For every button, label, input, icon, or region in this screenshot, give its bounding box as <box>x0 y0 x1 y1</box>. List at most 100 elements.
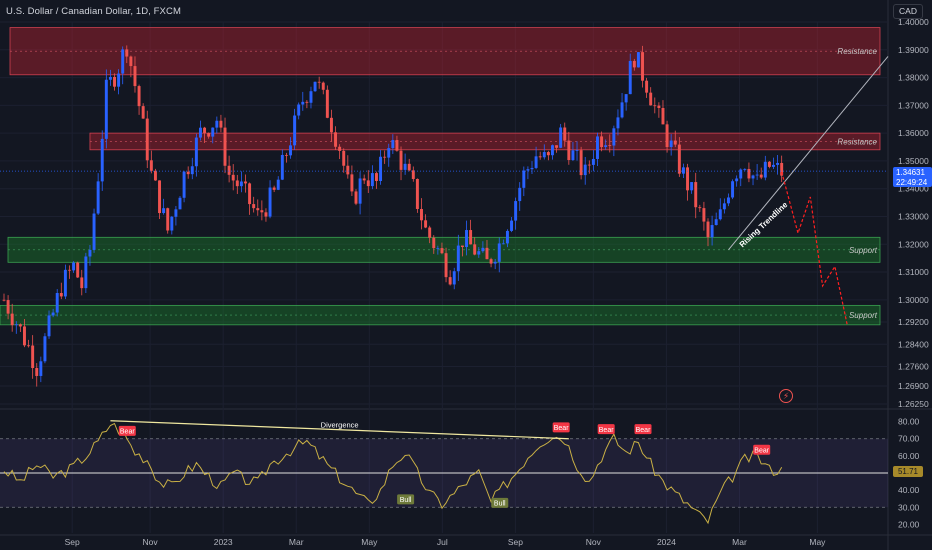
candle-down <box>244 181 247 184</box>
rsi-axis-tick-label: 60.00 <box>898 451 920 461</box>
candle-up <box>239 181 243 187</box>
candle-down <box>2 299 6 301</box>
candle-up <box>108 76 112 80</box>
candle-down <box>137 86 141 107</box>
price-axis-tick-label: 1.31000 <box>898 267 929 277</box>
candle-down <box>555 145 559 148</box>
rsi-axis-tick-label: 40.00 <box>898 485 920 495</box>
last-price-tag: 1.34631 22:49:24 <box>893 167 932 187</box>
bear-signal-label: Bear <box>120 429 135 436</box>
candle-down <box>231 174 235 181</box>
lightning-icon[interactable]: ⚡ <box>779 389 793 403</box>
candle-up <box>620 102 624 118</box>
candle-up <box>518 187 522 202</box>
candle-down <box>686 167 690 191</box>
candle-down <box>448 277 452 285</box>
time-axis-tick-label: Mar <box>732 537 747 547</box>
candle-up <box>121 49 125 74</box>
candle-up <box>550 145 554 156</box>
candle-down <box>485 247 489 260</box>
bull-signal <box>491 497 509 508</box>
candle-down <box>350 174 354 192</box>
candle-down <box>203 127 207 134</box>
bear-signal-label: Bear <box>599 427 614 434</box>
symbol-title: U.S. Dollar / Canadian Dollar, 1D, FXCM <box>6 6 181 17</box>
candle-down <box>698 207 702 209</box>
candle-down <box>272 187 276 190</box>
last-price-value: 1.34631 <box>896 168 925 177</box>
candle-up <box>194 137 198 167</box>
candle-up <box>55 292 59 313</box>
candle-down <box>252 204 256 209</box>
candle-down <box>133 66 137 87</box>
candle-down <box>186 171 190 175</box>
resistance-label: Resistance <box>837 137 877 146</box>
candle-down <box>653 105 657 107</box>
divergence-label: Divergence <box>321 421 359 430</box>
candle-down <box>248 183 252 205</box>
divergence-line <box>110 420 569 440</box>
candle-down <box>158 180 162 214</box>
candle-up <box>96 181 100 214</box>
currency-button[interactable]: CAD <box>893 4 923 19</box>
candle-up <box>591 158 595 165</box>
candle-down <box>600 136 604 148</box>
candle-down <box>354 191 358 204</box>
candle-down <box>546 152 550 156</box>
time-axis-tick-label: Nov <box>143 537 159 547</box>
candle-down <box>264 212 268 217</box>
candle-down <box>284 154 288 156</box>
candle-up <box>370 173 374 187</box>
candle-up <box>731 181 735 198</box>
candle-down <box>338 146 342 151</box>
candle-down <box>677 144 681 174</box>
candle-up <box>477 251 481 255</box>
candle-down <box>649 92 653 106</box>
projection-path <box>781 171 848 325</box>
time-axis-tick-label: Nov <box>586 537 602 547</box>
candle-down <box>587 164 591 166</box>
candle-up <box>465 230 468 248</box>
candle-down <box>694 182 698 208</box>
candle-down <box>632 60 636 68</box>
bull-signal-label: Bull <box>400 497 412 504</box>
candle-up <box>391 140 395 149</box>
candle-up <box>190 166 194 175</box>
price-axis-tick-label: 1.30000 <box>898 295 929 305</box>
candle-up <box>403 163 407 170</box>
candle-down <box>317 81 321 83</box>
candle-up <box>43 336 47 362</box>
candle-up <box>735 178 739 182</box>
candle-down <box>305 101 309 103</box>
candle-up <box>297 104 301 116</box>
candle-down <box>362 178 366 181</box>
candle-down <box>35 368 39 376</box>
candle-down <box>641 52 644 81</box>
candle-down <box>31 345 35 369</box>
candle-up <box>559 127 563 148</box>
candle-down <box>59 292 63 297</box>
candle-up <box>63 269 67 297</box>
candle-down <box>374 173 378 181</box>
candle-up <box>596 136 599 159</box>
candle-up <box>481 247 485 252</box>
candle-up <box>436 248 440 249</box>
candle-up <box>92 213 96 250</box>
bear-signal <box>634 424 652 435</box>
candle-up <box>268 187 272 217</box>
candle-up <box>309 91 313 103</box>
candle-up <box>39 361 43 376</box>
candle-down <box>579 150 583 176</box>
time-axis-tick-label: 2023 <box>214 537 233 547</box>
candle-up <box>387 148 391 158</box>
candle-down <box>428 227 432 238</box>
time-axis-tick-label: Jul <box>437 537 448 547</box>
candle-up <box>726 197 730 204</box>
candle-down <box>166 208 170 231</box>
candle-down <box>432 237 436 249</box>
price-axis-tick-label: 1.35000 <box>898 156 929 166</box>
time-axis-tick-label: Sep <box>508 537 523 547</box>
candle-down <box>235 180 239 187</box>
